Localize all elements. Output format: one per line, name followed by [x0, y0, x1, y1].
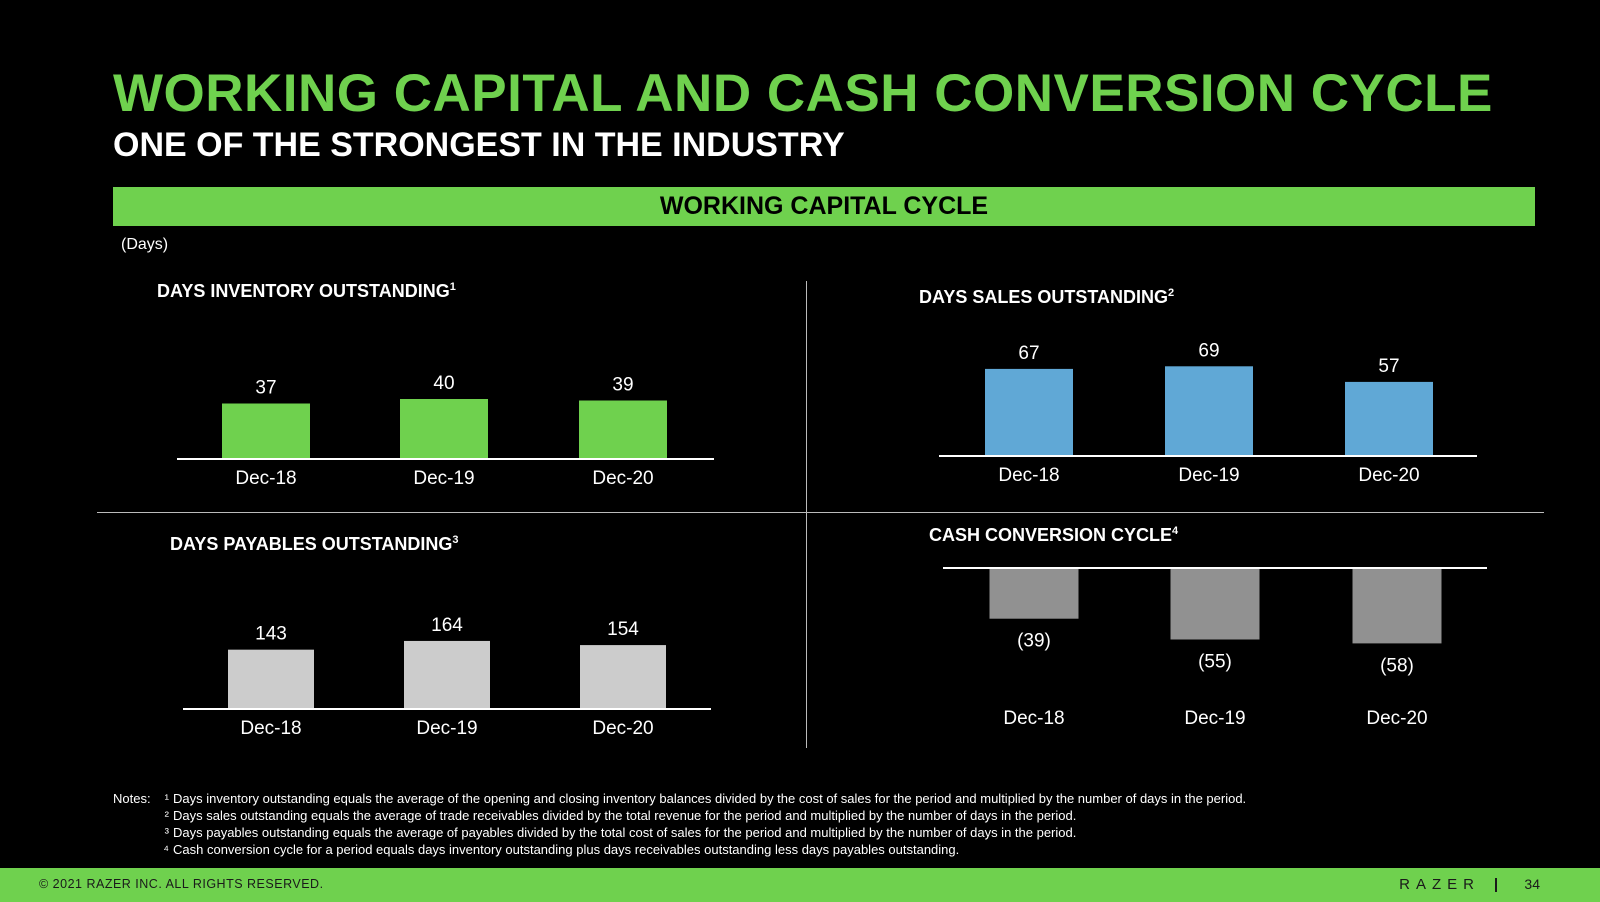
page-title: WORKING CAPITAL AND CASH CONVERSION CYCL… — [113, 64, 1493, 123]
category-label: Dec-20 — [1358, 465, 1419, 486]
bar-dec-18 — [985, 368, 1073, 456]
category-label: Dec-19 — [416, 718, 477, 739]
note-mark: ⁴ — [163, 842, 169, 857]
data-label: (55) — [1198, 652, 1232, 673]
note-row: Notes: ¹ Days inventory outstanding equa… — [113, 790, 1543, 807]
dpo-chart: 143 Dec-18 164 Dec-19 154 Dec-20 — [183, 615, 711, 739]
category-label: Dec-19 — [1178, 465, 1239, 486]
data-label: 154 — [607, 619, 639, 640]
footer-bar: © 2021 RAZER INC. ALL RIGHTS RESERVED. R… — [0, 868, 1600, 902]
footnotes: Notes: ¹ Days inventory outstanding equa… — [113, 790, 1543, 858]
data-label: 39 — [612, 375, 633, 396]
category-label: Dec-19 — [413, 468, 474, 489]
razer-logo: RAZER — [1399, 876, 1480, 893]
dio-chart-title: DAYS INVENTORY OUTSTANDING1 — [157, 281, 456, 301]
bar-dec-20 — [579, 400, 667, 459]
category-label: Dec-18 — [235, 468, 296, 489]
data-label: 67 — [1018, 343, 1039, 364]
note-text: Days payables outstanding equals the ave… — [173, 825, 1077, 840]
data-label: (58) — [1380, 655, 1414, 676]
bar-dec-20 — [580, 645, 666, 709]
note-mark: ³ — [164, 825, 169, 840]
note-row: ² Days sales outstanding equals the aver… — [113, 807, 1543, 824]
category-label: Dec-18 — [240, 718, 301, 739]
note-text: Cash conversion cycle for a period equal… — [173, 842, 960, 857]
bar-dec-19 — [1170, 568, 1260, 640]
note-text: Days sales outstanding equals the averag… — [173, 808, 1077, 823]
category-label: Dec-18 — [1003, 708, 1064, 729]
section-banner: WORKING CAPITAL CYCLE — [113, 187, 1535, 226]
data-label: 40 — [433, 373, 454, 394]
note-mark: ¹ — [164, 791, 169, 806]
ccc-chart-title: CASH CONVERSION CYCLE4 — [929, 525, 1179, 545]
copyright-text: © 2021 RAZER INC. ALL RIGHTS RESERVED. — [39, 877, 324, 891]
bar-dec-19 — [1165, 366, 1253, 456]
dso-chart: 67 Dec-18 69 Dec-19 57 Dec-20 — [939, 340, 1477, 486]
dpo-chart-title: DAYS PAYABLES OUTSTANDING3 — [170, 534, 459, 554]
note-mark: ² — [164, 808, 169, 823]
bar-dec-18 — [228, 649, 314, 709]
notes-prefix: Notes: — [113, 791, 151, 806]
data-label: 37 — [255, 378, 276, 399]
note-row: ⁴ Cash conversion cycle for a period equ… — [113, 841, 1543, 858]
ccc-chart: (39) Dec-18 (55) Dec-19 (58) Dec-20 — [943, 567, 1487, 729]
bar-dec-18 — [222, 403, 310, 459]
bar-dec-18 — [989, 568, 1079, 619]
bar-dec-19 — [404, 640, 490, 709]
bar-dec-20 — [1352, 568, 1442, 644]
note-row: ³ Days payables outstanding equals the a… — [113, 824, 1543, 841]
data-label: (39) — [1017, 631, 1051, 652]
data-label: 164 — [431, 615, 463, 636]
category-label: Dec-18 — [998, 465, 1059, 486]
category-label: Dec-20 — [592, 718, 653, 739]
dio-chart: 37 Dec-18 40 Dec-19 39 Dec-20 — [177, 373, 714, 489]
category-label: Dec-20 — [1366, 708, 1427, 729]
footer-separator — [1495, 878, 1497, 892]
horizontal-divider — [97, 512, 1544, 513]
bar-dec-20 — [1345, 381, 1433, 456]
vertical-divider — [806, 281, 807, 748]
category-label: Dec-19 — [1184, 708, 1245, 729]
data-label: 143 — [255, 624, 287, 645]
units-label: (Days) — [121, 236, 169, 253]
bar-dec-19 — [400, 399, 488, 459]
note-text: Days inventory outstanding equals the av… — [173, 791, 1247, 806]
category-label: Dec-20 — [592, 468, 653, 489]
data-label: 57 — [1378, 356, 1399, 377]
dso-chart-title: DAYS SALES OUTSTANDING2 — [919, 287, 1175, 307]
page-number: 34 — [1524, 876, 1540, 892]
data-label: 69 — [1198, 340, 1219, 361]
page-subtitle: ONE OF THE STRONGEST IN THE INDUSTRY — [113, 126, 845, 164]
